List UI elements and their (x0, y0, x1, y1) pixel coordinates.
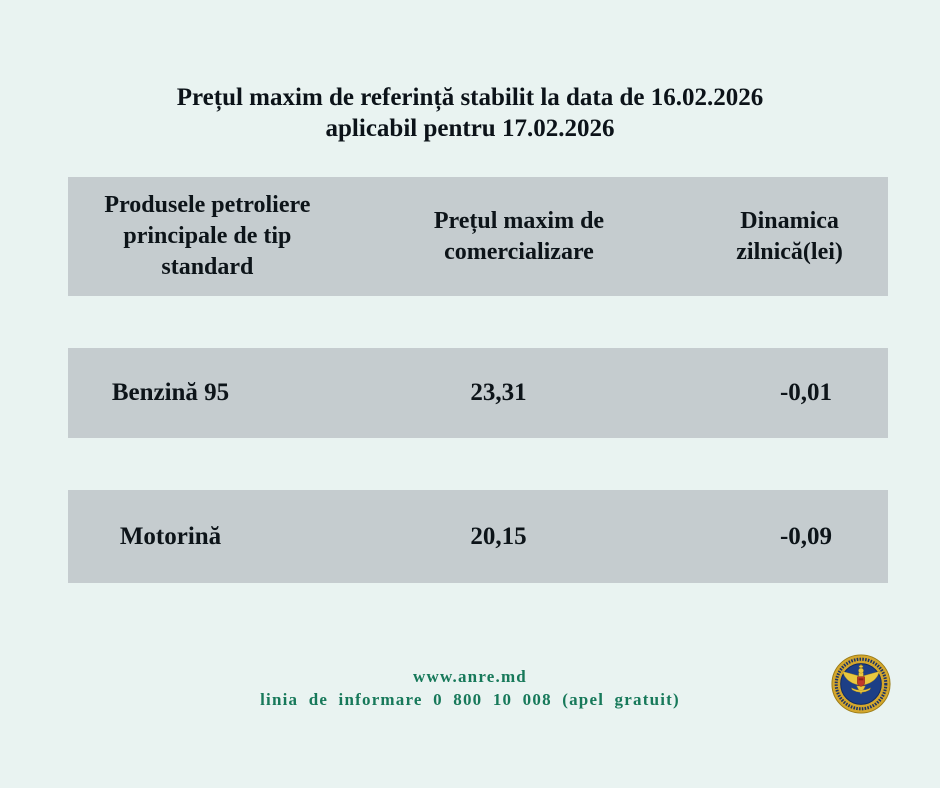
page-title-line1: Prețul maxim de referință stabilit la da… (176, 84, 764, 111)
product-name: Motorină (119, 522, 222, 550)
max-price-cell: 23,31 (273, 379, 724, 407)
product-name-cell: Motorină (68, 523, 273, 551)
max-price-cell: 20,15 (273, 523, 724, 551)
page-title-line2: aplicabil pentru 17.02.2026 (325, 115, 615, 142)
daily-dynamic-cell: -0,01 (724, 379, 888, 407)
anre-moldova-seal-logo (830, 653, 892, 715)
table-header: Produsele petroliere principale de tip s… (68, 177, 888, 296)
header-products-label: Produsele petroliere principale de tip s… (104, 192, 311, 280)
product-name: Benzină 95 (111, 379, 230, 406)
table-row: Motorină 20,15 -0,09 (68, 490, 888, 583)
header-daily-dynamic-column: Dinamica zilnică(lei) (691, 206, 888, 268)
daily-dynamic-value: -0,01 (779, 379, 833, 406)
website-link: www.anre.md (413, 667, 527, 686)
info-line: linia de informare 0 800 10 008 (apel gr… (260, 690, 680, 709)
table-row: Benzină 95 23,31 -0,01 (68, 348, 888, 438)
daily-dynamic-value: -0,09 (779, 522, 833, 550)
header-max-price-label: Prețul maxim de comercializare (433, 207, 605, 265)
footer: www.anre.md linia de informare 0 800 10 … (0, 665, 940, 711)
max-price-value: 20,15 (470, 522, 527, 550)
header-max-price-column: Prețul maxim de comercializare (347, 206, 691, 268)
header-daily-dynamic-label: Dinamica zilnică(lei) (736, 207, 843, 265)
product-name-cell: Benzină 95 (68, 379, 273, 407)
header-products-column: Produsele petroliere principale de tip s… (68, 190, 347, 283)
max-price-value: 23,31 (470, 379, 527, 406)
page-title: Prețul maxim de referință stabilit la da… (0, 82, 940, 144)
daily-dynamic-cell: -0,09 (724, 523, 888, 551)
seal-icon (831, 654, 891, 714)
